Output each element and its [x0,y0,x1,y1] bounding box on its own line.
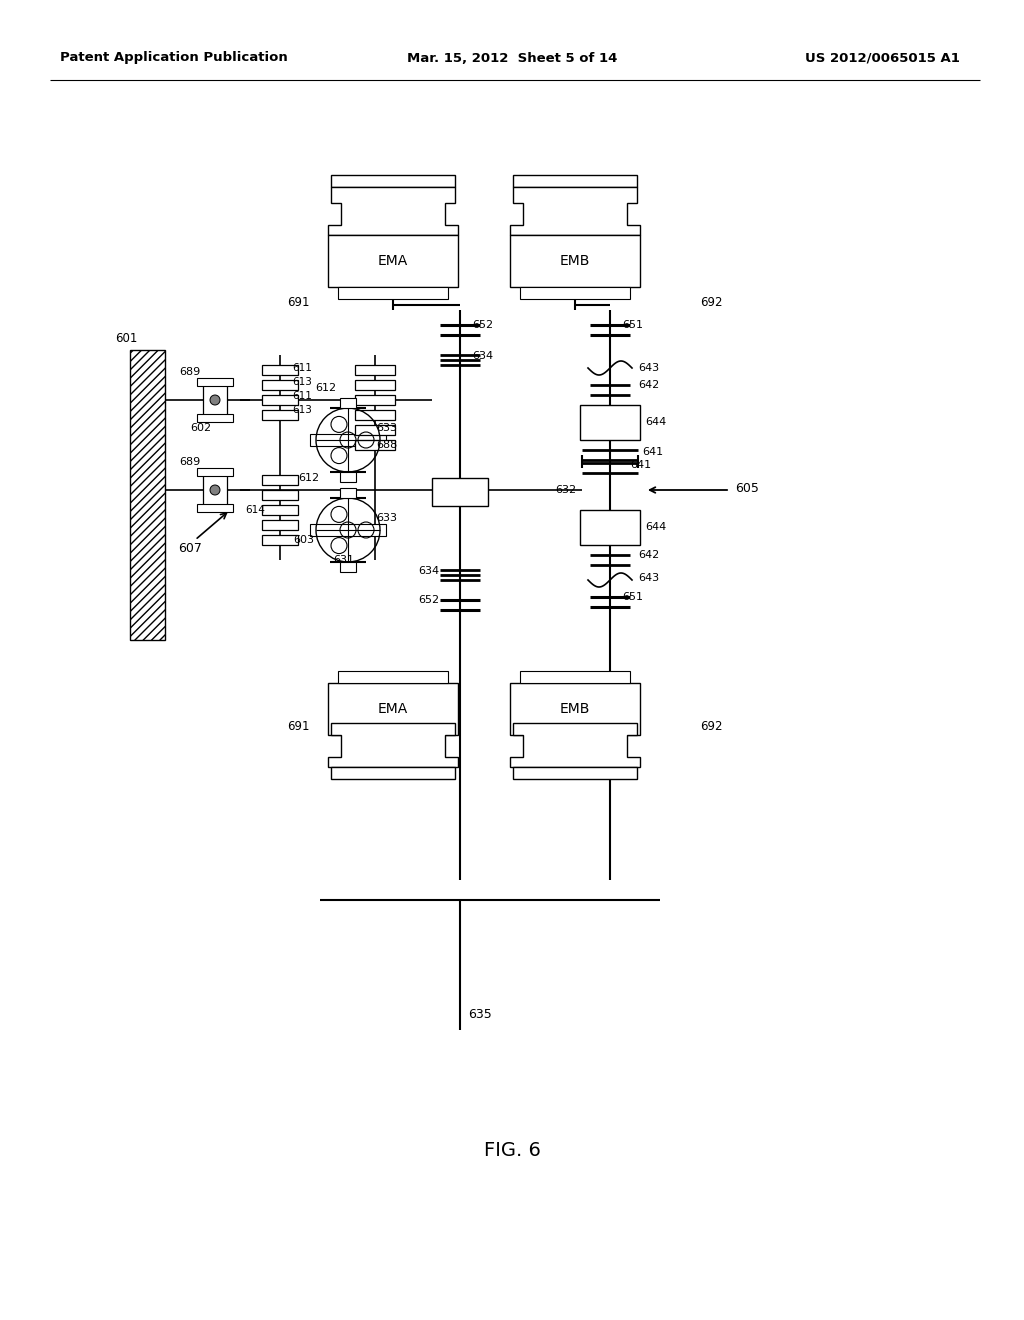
Text: 635: 635 [468,1008,492,1022]
Polygon shape [328,187,458,235]
Text: EMA: EMA [378,253,409,268]
Bar [338,671,449,682]
Bar [340,562,356,572]
Bar [310,434,386,446]
Text: 601: 601 [115,331,137,345]
Text: 641: 641 [642,447,664,457]
Text: 602: 602 [190,422,211,433]
Text: 652: 652 [418,595,439,605]
Bar [197,469,233,477]
Text: Patent Application Publication: Patent Application Publication [60,51,288,65]
Text: 652: 652 [472,319,494,330]
Text: 633: 633 [376,422,397,433]
Text: 613: 613 [292,405,312,414]
Bar [340,488,356,498]
Text: 688: 688 [376,440,397,450]
Polygon shape [510,187,640,235]
Bar [130,350,165,640]
Text: 644: 644 [645,417,667,426]
Bar [197,504,233,512]
Bar [262,490,298,500]
Text: 634: 634 [472,351,494,360]
Text: 641: 641 [630,459,651,470]
Text: 634: 634 [418,566,439,576]
Bar [340,473,356,482]
Text: 644: 644 [645,521,667,532]
Bar [262,366,298,375]
Text: EMB: EMB [560,702,590,715]
Text: 692: 692 [700,296,723,309]
Bar [203,473,227,508]
Text: 612: 612 [315,383,336,393]
Polygon shape [328,723,458,767]
Bar [513,767,637,779]
Bar [262,520,298,531]
Text: 614: 614 [245,506,265,515]
Text: Mar. 15, 2012  Sheet 5 of 14: Mar. 15, 2012 Sheet 5 of 14 [407,51,617,65]
Bar [328,235,458,286]
Circle shape [210,395,220,405]
Bar [331,176,455,187]
Text: 605: 605 [735,482,759,495]
Text: 651: 651 [622,319,643,330]
Bar [355,395,395,405]
Bar [262,506,298,515]
Text: 642: 642 [638,380,659,389]
Text: 691: 691 [288,296,310,309]
Bar [203,381,227,418]
Bar [262,411,298,420]
Bar [340,399,356,408]
Bar [262,380,298,389]
Bar [520,286,630,300]
Bar [513,176,637,187]
Bar [355,380,395,389]
Bar [331,767,455,779]
Text: 607: 607 [178,541,202,554]
Text: 643: 643 [638,363,659,374]
Bar [355,366,395,375]
Text: 689: 689 [179,367,200,378]
Text: 632: 632 [555,484,577,495]
Circle shape [210,484,220,495]
Text: 611: 611 [292,363,312,374]
Text: US 2012/0065015 A1: US 2012/0065015 A1 [805,51,961,65]
Bar [328,682,458,735]
Bar [262,535,298,545]
Bar [510,235,640,286]
Bar [580,405,640,440]
Bar [262,395,298,405]
Bar [355,411,395,420]
Text: 611: 611 [292,391,312,401]
Bar [520,671,630,682]
Bar [262,475,298,484]
Bar [432,478,488,506]
Text: EMA: EMA [378,702,409,715]
Text: 631: 631 [333,554,354,565]
Text: 613: 613 [292,378,312,387]
Text: 651: 651 [622,591,643,602]
Text: 633: 633 [376,513,397,523]
Text: 692: 692 [700,719,723,733]
Bar [197,414,233,422]
Text: 603: 603 [293,535,314,545]
Bar [338,286,449,300]
Text: FIG. 6: FIG. 6 [483,1140,541,1159]
Polygon shape [510,723,640,767]
Text: 643: 643 [638,573,659,583]
Bar [197,378,233,385]
Bar [310,524,386,536]
Bar [355,440,395,450]
Bar [580,510,640,545]
Text: 612: 612 [298,473,319,483]
Text: 691: 691 [288,719,310,733]
Text: 642: 642 [638,550,659,560]
Text: EMB: EMB [560,253,590,268]
Text: 689: 689 [179,457,200,467]
Bar [510,682,640,735]
Bar [355,425,395,436]
